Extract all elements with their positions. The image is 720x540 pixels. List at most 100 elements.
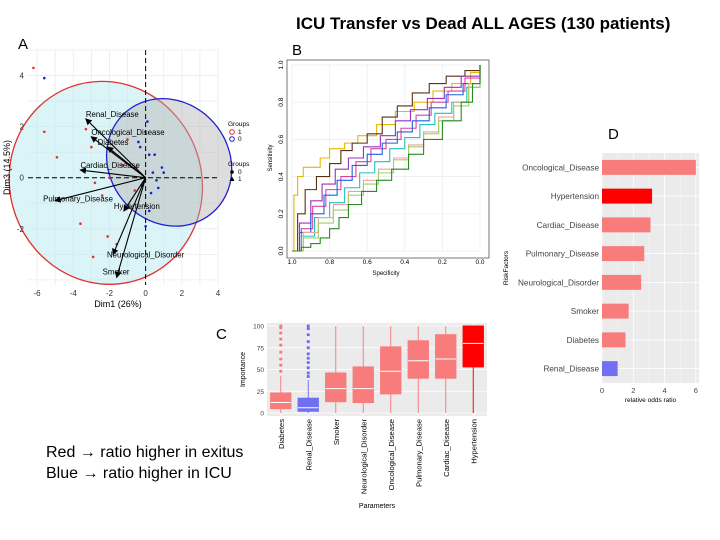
y-tick-label: 0	[20, 174, 25, 183]
legend-item-label: 0	[238, 169, 242, 176]
box-outlier	[306, 374, 310, 379]
x-tick-label: 0.6	[363, 259, 372, 266]
point-group-0	[162, 171, 166, 174]
x-tick-label: 0.4	[400, 259, 409, 266]
x-tick-label: 4	[662, 386, 666, 395]
y-tick-label: 0.4	[278, 172, 285, 181]
point-group-0	[151, 171, 155, 174]
y-tick-label: -2	[17, 225, 25, 234]
box-outlier	[279, 369, 283, 373]
box-outlier	[279, 357, 283, 361]
y-tick-label: Renal_Disease	[543, 365, 599, 374]
x-tick-label: -2	[106, 289, 114, 298]
x-tick-label: Oncological_Disease	[387, 419, 396, 490]
box-body	[435, 334, 457, 379]
point-group-1	[133, 189, 137, 192]
y-tick-label: Neurological_Disorder	[518, 278, 599, 287]
y-axis-title: RiskFactors	[503, 250, 510, 285]
plot-frame	[286, 59, 490, 259]
point-group-0	[156, 186, 160, 190]
point-group-0	[144, 224, 147, 228]
point-group-1	[120, 163, 124, 167]
point-group-1	[100, 194, 104, 197]
importance-boxplot: Diabetes Renal_Disease Smoker Neurological_…	[240, 323, 487, 510]
roc-curves: 1.0 0.8 0.6 0.4 0.2 0.0 0.0 0.2 0.4 0.6 0.8 1.0 Spec…	[268, 59, 490, 277]
box-outlier	[306, 340, 310, 344]
y-tick-label: 1.0	[278, 60, 285, 69]
odds-ratio-bar	[602, 246, 645, 262]
legend-item-label: 1	[238, 129, 242, 136]
box-outlier	[306, 360, 310, 365]
x-axis-title: Specificity	[372, 271, 399, 277]
box-outlier	[306, 324, 310, 328]
point-group-0	[149, 191, 153, 195]
point-group-0	[160, 166, 164, 169]
x-tick-label: 0.2	[438, 259, 447, 266]
roc-curve	[292, 65, 481, 252]
x-axis-title: Parameters	[359, 503, 396, 510]
x-tick-label: -4	[70, 289, 78, 298]
point-group-1	[32, 66, 35, 70]
loading-arrow	[85, 118, 147, 179]
x-tick-label: Smoker	[332, 419, 341, 446]
roc-curve	[292, 65, 481, 252]
y-tick-label: 50	[257, 367, 265, 374]
legend-swatch	[229, 136, 235, 142]
variable-label: Smoker	[103, 267, 130, 276]
x-tick-label: Neurological_Disorder	[359, 419, 368, 495]
loading-arrow	[112, 177, 147, 256]
panel-label-c: C	[216, 326, 227, 343]
y-tick-label: 0.2	[278, 209, 285, 218]
box-outlier	[306, 366, 310, 370]
y-tick-label: 0.0	[278, 246, 285, 255]
panel-label-b: B	[292, 42, 303, 59]
y-tick-label: 0	[260, 411, 264, 418]
box-body	[407, 340, 429, 379]
x-tick-label: Hypertension	[469, 419, 478, 464]
y-tick-label: 25	[257, 389, 265, 396]
y-tick-label: 0.6	[278, 135, 285, 144]
box-outlier	[306, 327, 310, 331]
box-outlier	[279, 343, 283, 347]
odds-ratio-bar	[602, 217, 651, 233]
box-outlier	[306, 352, 310, 356]
x-tick-label: Cardiac_Disease	[442, 419, 451, 477]
x-tick-label: Renal_Disease	[304, 419, 313, 471]
box-outlier	[306, 371, 310, 375]
roc-curve	[292, 65, 481, 252]
variable-label: Diabetes	[98, 138, 129, 147]
point-group-1	[42, 130, 46, 134]
odds-ratio-bar	[602, 332, 626, 348]
point-group-1	[79, 222, 82, 225]
note-red: Red → ratio higher in exitus	[46, 444, 244, 461]
y-tick-label: 0.8	[278, 97, 285, 106]
pca-biplot: Renal_Disease Oncological_DiseaseDiabetes…	[2, 49, 250, 309]
point-group-0	[42, 76, 46, 80]
loading-arrow	[106, 146, 146, 179]
point-group-0	[138, 145, 142, 149]
loading-arrow	[79, 167, 146, 179]
x-axis-title: relative odds ratio	[625, 397, 677, 404]
box-body	[325, 372, 347, 403]
y-tick-label: 75	[257, 345, 265, 352]
box-outlier	[279, 363, 283, 367]
x-tick-label: 4	[216, 289, 221, 298]
roc-curve	[292, 65, 481, 252]
x-tick-label: Diabetes	[277, 419, 286, 449]
point-group-1	[126, 138, 129, 141]
odds-ratio-bar	[602, 188, 653, 204]
box-body	[352, 366, 374, 404]
odds-ratio-bar	[602, 159, 696, 175]
legend-marker	[230, 170, 234, 174]
y-tick-label: Diabetes	[567, 336, 599, 345]
x-axis-title: Dim1 (26%)	[94, 299, 142, 309]
box-outlier	[306, 356, 310, 360]
box-outlier	[279, 350, 283, 354]
variable-label: Pulmonary_Disease	[43, 195, 113, 204]
roc-curve	[292, 65, 481, 252]
x-tick-label: Pulmonary_Disease	[414, 419, 423, 487]
odds-ratio-bar	[602, 303, 629, 319]
box-outlier	[306, 346, 310, 350]
variable-label: Neurological_Disorder	[107, 250, 185, 259]
y-tick-label: Oncological_Disease	[522, 163, 599, 172]
